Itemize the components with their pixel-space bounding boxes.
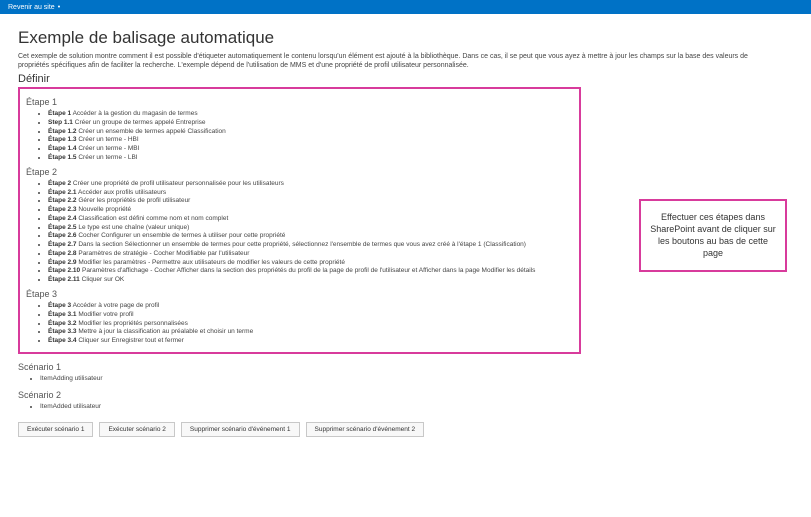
list-item: Étape 1.4 Créer un terme - MBI: [48, 145, 573, 154]
stage-2-title: Étape 2: [26, 167, 573, 177]
top-bar: Revenir au site •: [0, 0, 811, 14]
list-item: Étape 1 Accéder à la gestion du magasin …: [48, 110, 573, 119]
page-description: Cet exemple de solution montre comment i…: [18, 52, 778, 70]
scenario-1-list: ItemAdding utilisateur: [18, 375, 793, 382]
list-item: Étape 2.7 Dans la section Sélectionner u…: [48, 241, 573, 250]
scenario-2-title: Scénario 2: [18, 390, 793, 400]
delete-event-scenario-1-button[interactable]: Supprimer scénario d'événement 1: [181, 422, 300, 437]
list-item: Étape 3.3 Mettre à jour la classificatio…: [48, 328, 573, 337]
list-item: Étape 1.5 Créer un terme - LBI: [48, 154, 573, 163]
list-item: Étape 3.2 Modifier les propriétés person…: [48, 320, 573, 329]
list-item: Étape 2.8 Paramètres de stratégie - Coch…: [48, 250, 573, 259]
back-to-site-link[interactable]: Revenir au site: [8, 4, 55, 11]
callout-box: Effectuer ces étapes dans SharePoint ava…: [639, 199, 787, 272]
delete-event-scenario-2-button[interactable]: Supprimer scénario d'événement 2: [306, 422, 425, 437]
list-item: ItemAdding utilisateur: [40, 375, 793, 382]
list-item: Étape 2.1 Accéder aux profils utilisateu…: [48, 189, 573, 198]
page-title: Exemple de balisage automatique: [18, 28, 793, 48]
list-item: ItemAdded utilisateur: [40, 403, 793, 410]
list-item: Étape 2.10 Paramètres d'affichage - Coch…: [48, 267, 573, 276]
run-scenario-1-button[interactable]: Exécuter scénario 1: [18, 422, 93, 437]
breadcrumb-separator: •: [58, 4, 60, 11]
stage-1-list: Étape 1 Accéder à la gestion du magasin …: [26, 110, 573, 163]
list-item: Étape 3 Accéder à votre page de profil: [48, 302, 573, 311]
list-item: Step 1.1 Créer un groupe de termes appel…: [48, 119, 573, 128]
list-item: Étape 2.6 Cocher Configurer un ensemble …: [48, 232, 573, 241]
stage-3-title: Étape 3: [26, 289, 573, 299]
list-item: Étape 2.3 Nouvelle propriété: [48, 206, 573, 215]
button-row: Exécuter scénario 1 Exécuter scénario 2 …: [18, 422, 793, 437]
run-scenario-2-button[interactable]: Exécuter scénario 2: [99, 422, 174, 437]
stage-3-list: Étape 3 Accéder à votre page de profil É…: [26, 302, 573, 346]
list-item: Étape 2.2 Gérer les propriétés de profil…: [48, 197, 573, 206]
page-content: Exemple de balisage automatique Cet exem…: [0, 14, 811, 445]
scenario-1-title: Scénario 1: [18, 362, 793, 372]
scenario-2-list: ItemAdded utilisateur: [18, 403, 793, 410]
list-item: Étape 3.4 Cliquer sur Enregistrer tout e…: [48, 337, 573, 346]
list-item: Étape 2 Créer une propriété de profil ut…: [48, 180, 573, 189]
list-item: Étape 2.4 Classification est défini comm…: [48, 215, 573, 224]
list-item: Étape 2.11 Cliquer sur OK: [48, 276, 573, 285]
define-heading: Définir: [18, 73, 793, 85]
stage-1-title: Étape 1: [26, 97, 573, 107]
steps-highlight-box: Étape 1 Étape 1 Accéder à la gestion du …: [18, 87, 581, 354]
list-item: Étape 3.1 Modifier votre profil: [48, 311, 573, 320]
list-item: Étape 1.3 Créer un terme - HBI: [48, 136, 573, 145]
stage-2-list: Étape 2 Créer une propriété de profil ut…: [26, 180, 573, 285]
callout-text: Effectuer ces étapes dans SharePoint ava…: [650, 212, 776, 258]
